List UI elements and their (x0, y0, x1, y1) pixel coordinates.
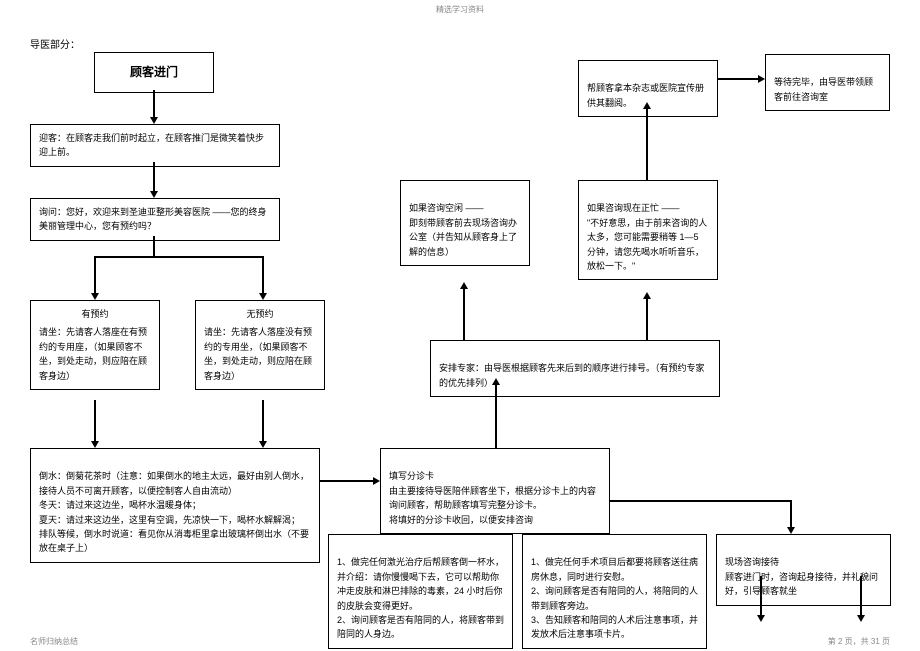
arrow (94, 256, 264, 258)
arrow (646, 108, 648, 180)
node-text: 倒水：倒菊花茶时（注意：如果倒水的地主太远，最好由别人倒水，接待人员不可离开顾客… (39, 471, 309, 553)
node-body: 请坐：先请客人落座没有预约的专用坐，（如果顾客不坐，到处走动，则应陪在顾客身边） (204, 325, 316, 383)
arrow (646, 298, 648, 340)
arrow (760, 576, 762, 616)
arrow-head (150, 117, 158, 124)
arrow-head (492, 378, 500, 385)
section-label: 导医部分： (30, 36, 80, 51)
node-surgery-after: 1、做完任何手术项目后都要将顾客送往病房休息，同时进行安慰。 2、询问顾客是否有… (522, 534, 707, 649)
arrow-head (787, 527, 795, 534)
node-text: 如果咨询现在正忙 —— "不好意思，由于前来咨询的人太多，您可能需要稍等 1—5… (587, 203, 707, 271)
page-header: 精选学习资料 (436, 4, 484, 15)
arrow (153, 162, 155, 192)
footer-left: 名师归纳总结 (30, 636, 78, 647)
node-pour-water: 倒水：倒菊花茶时（注意：如果倒水的地主太远，最好由别人倒水，接待人员不可离开顾客… (30, 448, 320, 563)
node-onsite-consult: 现场咨询接待 顾客进门时，咨询起身接待，并礼貌问好，引导顾客就坐 (716, 534, 891, 606)
arrow (790, 500, 792, 528)
footer-right: 第 2 页，共 31 页 (828, 636, 890, 647)
arrow-head (643, 102, 651, 109)
node-text: 顾客进门 (130, 65, 178, 79)
arrow-head (91, 293, 99, 300)
node-wait-done: 等待完毕，由导医带领顾客前往咨询室 (765, 54, 890, 111)
node-fill-card: 填写分诊卡 由主要接待导医陪伴顾客坐下，根据分诊卡上的内容询问顾客，帮助顾客填写… (380, 448, 610, 534)
arrow (495, 384, 497, 448)
arrow (718, 78, 760, 80)
node-has-appointment: 有预约 请坐：先请客人落座在有预约的专用座，（如果顾客不坐，到处走动，则应陪在顾… (30, 300, 160, 390)
node-body: 请坐：先请客人落座在有预约的专用座，（如果顾客不坐，到处走动，则应陪在顾客身边） (39, 325, 151, 383)
arrow-head (758, 75, 765, 83)
arrow-head (91, 441, 99, 448)
node-consult-free: 如果咨询空闲 —— 即刻带顾客前去现场咨询办公室（并告知从顾客身上了解的信息） (400, 180, 530, 266)
node-consult-busy: 如果咨询现在正忙 —— "不好意思，由于前来咨询的人太多，您可能需要稍等 1—5… (578, 180, 718, 280)
node-title: 有预约 (39, 307, 151, 321)
arrow (153, 90, 155, 118)
node-text: 填写分诊卡 由主要接待导医陪伴顾客坐下，根据分诊卡上的内容询问顾客，帮助顾客填写… (389, 471, 596, 524)
node-text: 现场咨询接待 顾客进门时，咨询起身接待，并礼貌问好，引导顾客就坐 (725, 557, 878, 596)
arrow (262, 256, 264, 294)
node-text: 安排专家：由导医根据顾客先来后到的顺序进行排号。（有预约专家的优先排列） (439, 363, 705, 387)
arrow (610, 500, 790, 502)
node-text: 1、做完任何手术项目后都要将顾客送往病房休息，同时进行安慰。 2、询问顾客是否有… (531, 557, 698, 639)
node-no-appointment: 无预约 请坐：先请客人落座没有预约的专用坐，（如果顾客不坐，到处走动，则应陪在顾… (195, 300, 325, 390)
node-title: 无预约 (204, 307, 316, 321)
arrow (153, 236, 155, 256)
node-text: 迎客：在顾客走我们前时起立，在顾客推门是微笑着快步迎上前。 (39, 133, 264, 157)
arrow (94, 400, 96, 442)
arrow-head (460, 282, 468, 289)
node-ask: 询问：您好，欢迎来到圣迪亚整形美容医院 ——您的终身美丽管理中心，您有预约吗？ (30, 198, 280, 241)
arrow-head (259, 441, 267, 448)
arrow-head (857, 615, 865, 622)
node-customer-enter: 顾客进门 (94, 52, 214, 93)
arrow-head (373, 477, 380, 485)
arrow-head (757, 615, 765, 622)
arrow-head (643, 292, 651, 299)
node-laser-after: 1、做完任何激光治疗后帮顾客倒一杯水，并介绍：请你慢慢喝下去，它可以帮助你冲走皮… (328, 534, 513, 649)
arrow (262, 400, 264, 442)
arrow-head (150, 191, 158, 198)
node-arrange-expert: 安排专家：由导医根据顾客先来后到的顺序进行排号。（有预约专家的优先排列） (430, 340, 720, 397)
node-text: 如果咨询空闲 —— 即刻带顾客前去现场咨询办公室（并告知从顾客身上了解的信息） (409, 203, 517, 256)
arrow (860, 576, 862, 616)
arrow (463, 288, 465, 340)
node-text: 询问：您好，欢迎来到圣迪亚整形美容医院 ——您的终身美丽管理中心，您有预约吗？ (39, 207, 267, 231)
arrow (320, 480, 374, 482)
node-text: 1、做完任何激光治疗后帮顾客倒一杯水，并介绍：请你慢慢喝下去，它可以帮助你冲走皮… (337, 557, 504, 639)
arrow (94, 256, 96, 294)
node-text: 等待完毕，由导医带领顾客前往咨询室 (774, 77, 873, 101)
arrow-head (259, 293, 267, 300)
node-greet: 迎客：在顾客走我们前时起立，在顾客推门是微笑着快步迎上前。 (30, 124, 280, 167)
